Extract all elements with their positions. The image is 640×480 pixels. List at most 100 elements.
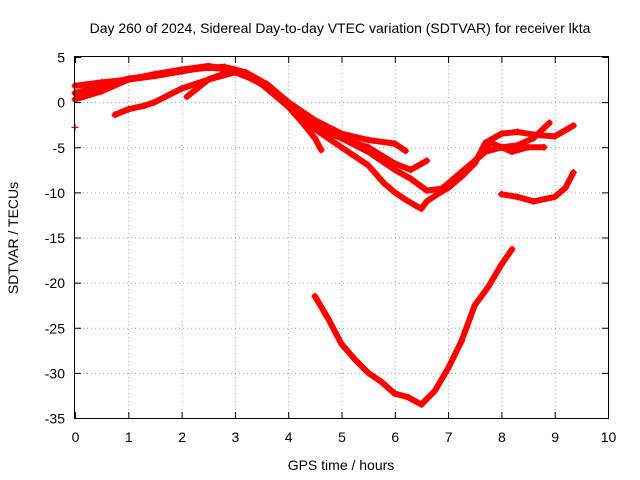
series-pass-6 [439, 139, 548, 192]
data-point [412, 202, 420, 210]
data-series-group [71, 62, 577, 408]
data-point [457, 337, 465, 345]
data-point [391, 140, 399, 148]
data-point [364, 136, 372, 144]
data-point [364, 369, 372, 377]
data-point [231, 66, 239, 74]
data-point [338, 340, 345, 348]
data-point [551, 132, 559, 140]
data-point [401, 196, 409, 204]
x-axis-label: GPS time / hours [288, 457, 395, 473]
data-point [178, 85, 186, 93]
data-point [311, 292, 319, 300]
data-point [199, 64, 207, 72]
x-tick-label: 4 [285, 429, 293, 445]
data-point [497, 143, 505, 151]
data-point [423, 187, 431, 195]
data-point [529, 197, 537, 205]
data-point [551, 193, 559, 201]
series-pass-8 [311, 245, 516, 408]
series-pass-7 [497, 169, 577, 205]
y-tick-label: -25 [45, 320, 65, 336]
data-point [487, 139, 495, 147]
data-point [258, 80, 266, 88]
data-point [404, 393, 412, 401]
data-point [455, 170, 463, 178]
x-tick-label: 3 [232, 429, 240, 445]
data-point [124, 105, 132, 113]
y-tick-label: -15 [45, 230, 65, 246]
data-point [407, 175, 415, 183]
data-point [364, 143, 372, 151]
plot-frame [74, 56, 609, 419]
data-point [508, 148, 516, 156]
data-point [471, 301, 479, 309]
data-point [439, 184, 447, 192]
data-point [497, 130, 505, 138]
data-point [377, 378, 385, 386]
data-point [540, 143, 548, 151]
data-point [417, 205, 425, 213]
x-tick-label: 1 [125, 429, 133, 445]
data-point [311, 123, 319, 131]
data-point [140, 102, 148, 110]
data-point [423, 157, 431, 165]
data-point [513, 128, 521, 136]
data-point [497, 261, 505, 269]
data-point [508, 245, 516, 253]
series-line [498, 169, 577, 205]
x-tick-label: 7 [445, 429, 453, 445]
axis-ticks: 0 1 2 3 4 5 6 7 8 9 10 5 0 -5 -10 -15 -20 -25 -30 -35 [45, 50, 617, 446]
y-tick-label: 0 [57, 95, 65, 111]
series-line [112, 69, 325, 153]
data-point [431, 387, 439, 395]
data-point [204, 76, 212, 84]
data-point [124, 76, 132, 84]
x-tick-label: 6 [391, 429, 399, 445]
x-tick-label: 0 [72, 429, 80, 445]
series-line [183, 66, 430, 173]
data-point [444, 364, 452, 372]
data-point [338, 143, 345, 151]
data-point [407, 166, 415, 174]
data-point [151, 72, 159, 80]
data-point [391, 159, 399, 167]
data-point [324, 315, 332, 323]
data-point [338, 134, 345, 142]
data-point [423, 197, 431, 205]
chart-title: Day 260 of 2024, Sidereal Day-to-day VTE… [90, 20, 591, 36]
data-point [364, 161, 372, 169]
data-point [529, 131, 537, 139]
data-point [484, 283, 492, 291]
data-point [220, 63, 228, 71]
data-point [300, 121, 308, 129]
data-point [471, 157, 479, 165]
y-tick-label: -10 [45, 185, 65, 201]
x-tick-label: 9 [551, 429, 559, 445]
data-point [111, 111, 119, 119]
data-point [311, 134, 319, 142]
series-pass-5 [183, 66, 431, 174]
data-point [151, 98, 159, 106]
x-tick-label: 5 [338, 429, 346, 445]
y-axis-label: SDTVAR / TECUs [5, 182, 21, 294]
x-tick-label: 10 [601, 429, 617, 445]
data-point [569, 169, 577, 177]
data-point [317, 146, 325, 154]
data-point [417, 400, 425, 408]
y-tick-label: -20 [45, 275, 65, 291]
data-point [513, 193, 521, 201]
data-point [178, 67, 186, 75]
x-tick-label: 2 [178, 429, 186, 445]
data-point [561, 184, 569, 192]
data-point [183, 93, 191, 101]
x-tick-label: 8 [498, 429, 506, 445]
data-point [391, 166, 399, 174]
data-point [497, 190, 505, 198]
data-point [391, 188, 399, 196]
y-tick-label: -5 [53, 140, 66, 156]
data-point [545, 119, 553, 127]
data-point [98, 78, 106, 86]
data-point [351, 355, 359, 363]
